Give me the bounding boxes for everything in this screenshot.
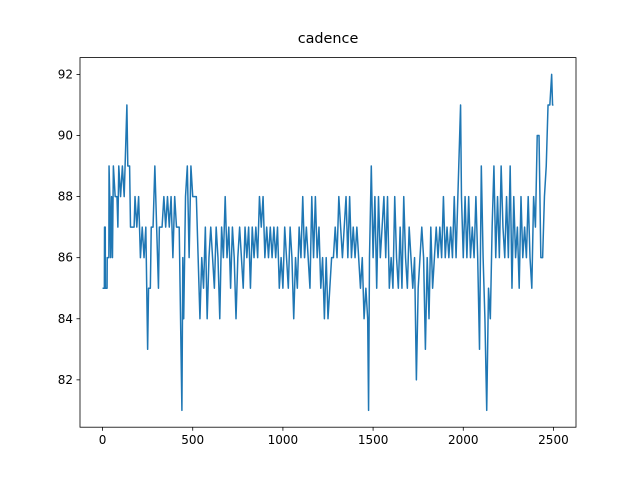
- line-series: [102, 73, 554, 412]
- chart-title: cadence: [298, 31, 359, 47]
- plot-frame: [79, 57, 577, 428]
- y-tick-label: 86: [58, 251, 73, 265]
- x-tick-label: 1000: [268, 433, 299, 447]
- y-tick-label: 90: [58, 128, 73, 142]
- y-tick-label: 92: [58, 67, 73, 81]
- y-tick-label: 88: [58, 190, 73, 204]
- x-tick-label: 1500: [358, 433, 389, 447]
- x-tick-label: 2000: [448, 433, 479, 447]
- y-tick-label: 82: [58, 373, 73, 387]
- y-tick-label: 84: [58, 312, 73, 326]
- x-tick-label: 500: [181, 433, 204, 447]
- x-tick-label: 2500: [538, 433, 569, 447]
- x-tick-label: 0: [99, 433, 107, 447]
